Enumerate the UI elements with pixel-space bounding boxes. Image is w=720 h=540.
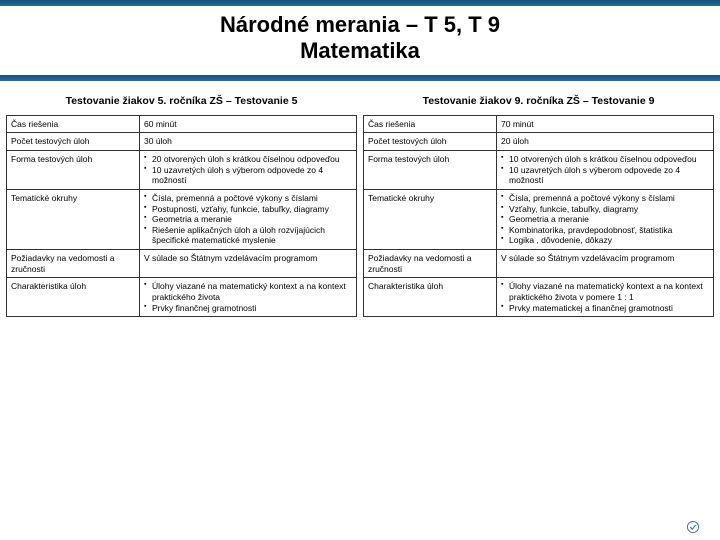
- title-line1: Národné merania – T 5, T 9: [220, 12, 500, 37]
- cell-label: Čas riešenia: [7, 115, 140, 133]
- left-heading: Testovanie žiakov 5. ročníka ZŠ – Testov…: [6, 89, 357, 115]
- cell-label: Charakteristika úloh: [364, 278, 497, 317]
- list-item: 10 uzavretých úloh s výberom odpovede zo…: [144, 165, 352, 186]
- right-panel: Testovanie žiakov 9. ročníka ZŠ – Testov…: [363, 89, 714, 317]
- cell-label: Tematické okruhy: [364, 189, 497, 249]
- cell-label: Počet testových úloh: [7, 133, 140, 151]
- cell-value: 20 otvorených úloh s krátkou číselnou od…: [140, 151, 357, 190]
- table-row: Počet testových úloh 20 úloh: [364, 133, 714, 151]
- cell-value: 20 úloh: [497, 133, 714, 151]
- table-row: Forma testových úloh 10 otvorených úloh …: [364, 151, 714, 190]
- cell-label: Počet testových úloh: [364, 133, 497, 151]
- table-row: Čas riešenia 60 minút: [7, 115, 357, 133]
- table-row: Charakteristika úloh Úlohy viazané na ma…: [7, 278, 357, 317]
- table-row: Charakteristika úloh Úlohy viazané na ma…: [364, 278, 714, 317]
- left-panel: Testovanie žiakov 5. ročníka ZŠ – Testov…: [6, 89, 357, 317]
- cell-label: Čas riešenia: [364, 115, 497, 133]
- cell-label: Požiadavky na vedomosti a zručnosti: [7, 250, 140, 278]
- cell-value: Čísla, premenná a počtové výkony s čísla…: [497, 189, 714, 249]
- list-item: Úlohy viazané na matematický kontext a n…: [144, 281, 352, 302]
- table-row: Požiadavky na vedomosti a zručnosti V sú…: [364, 250, 714, 278]
- cell-value: Čísla, premenná a počtové výkony s čísla…: [140, 189, 357, 249]
- slide-title: Národné merania – T 5, T 9Matematika: [0, 6, 720, 75]
- list-item: Postupnosti, vzťahy, funkcie, tabuľky, d…: [144, 204, 352, 215]
- list-item: Geometria a meranie: [501, 214, 709, 225]
- list-item: Riešenie aplikačných úloh a úloh rozvíja…: [144, 225, 352, 246]
- cell-value: V súlade so Štátnym vzdelávacím programo…: [140, 250, 357, 278]
- cell-label: Charakteristika úloh: [7, 278, 140, 317]
- title-line2: Matematika: [300, 38, 420, 63]
- cell-value: Úlohy viazané na matematický kontext a n…: [140, 278, 357, 317]
- list-item: Úlohy viazané na matematický kontext a n…: [501, 281, 709, 302]
- right-table: Čas riešenia 70 minút Počet testových úl…: [363, 115, 714, 317]
- checkmark-icon: [686, 520, 700, 534]
- list-item: Čísla, premenná a počtové výkony s čísla…: [144, 193, 352, 204]
- cell-value: Úlohy viazané na matematický kontext a n…: [497, 278, 714, 317]
- cell-label: Požiadavky na vedomosti a zručnosti: [364, 250, 497, 278]
- cell-value: 60 minút: [140, 115, 357, 133]
- list-item: Prvky finančnej gramotnosti: [144, 303, 352, 314]
- table-row: Tematické okruhy Čísla, premenná a počto…: [364, 189, 714, 249]
- table-row: Čas riešenia 70 minút: [364, 115, 714, 133]
- list-item: Geometria a meranie: [144, 214, 352, 225]
- content-area: Testovanie žiakov 5. ročníka ZŠ – Testov…: [0, 81, 720, 321]
- list-item: Logika , dôvodenie, dôkazy: [501, 235, 709, 246]
- list-item: Prvky matematickej a finančnej gramotnos…: [501, 303, 709, 314]
- right-heading: Testovanie žiakov 9. ročníka ZŠ – Testov…: [363, 89, 714, 115]
- cell-label: Forma testových úloh: [7, 151, 140, 190]
- cell-value: 70 minút: [497, 115, 714, 133]
- list-item: Vzťahy, funkcie, tabuľky, diagramy: [501, 204, 709, 215]
- cell-label: Tematické okruhy: [7, 189, 140, 249]
- cell-value: V súlade so Štátnym vzdelávacím programo…: [497, 250, 714, 278]
- table-row: Tematické okruhy Čísla, premenná a počto…: [7, 189, 357, 249]
- cell-value: 10 otvorených úloh s krátkou číselnou od…: [497, 151, 714, 190]
- table-row: Počet testových úloh 30 úloh: [7, 133, 357, 151]
- cell-value: 30 úloh: [140, 133, 357, 151]
- list-item: Kombinatorika, pravdepodobnosť, štatisti…: [501, 225, 709, 236]
- left-table: Čas riešenia 60 minút Počet testových úl…: [6, 115, 357, 317]
- table-row: Forma testových úloh 20 otvorených úloh …: [7, 151, 357, 190]
- table-row: Požiadavky na vedomosti a zručnosti V sú…: [7, 250, 357, 278]
- list-item: 20 otvorených úloh s krátkou číselnou od…: [144, 154, 352, 165]
- cell-label: Forma testových úloh: [364, 151, 497, 190]
- list-item: 10 otvorených úloh s krátkou číselnou od…: [501, 154, 709, 165]
- list-item: 10 uzavretých úloh s výberom odpovede zo…: [501, 165, 709, 186]
- list-item: Čísla, premenná a počtové výkony s čísla…: [501, 193, 709, 204]
